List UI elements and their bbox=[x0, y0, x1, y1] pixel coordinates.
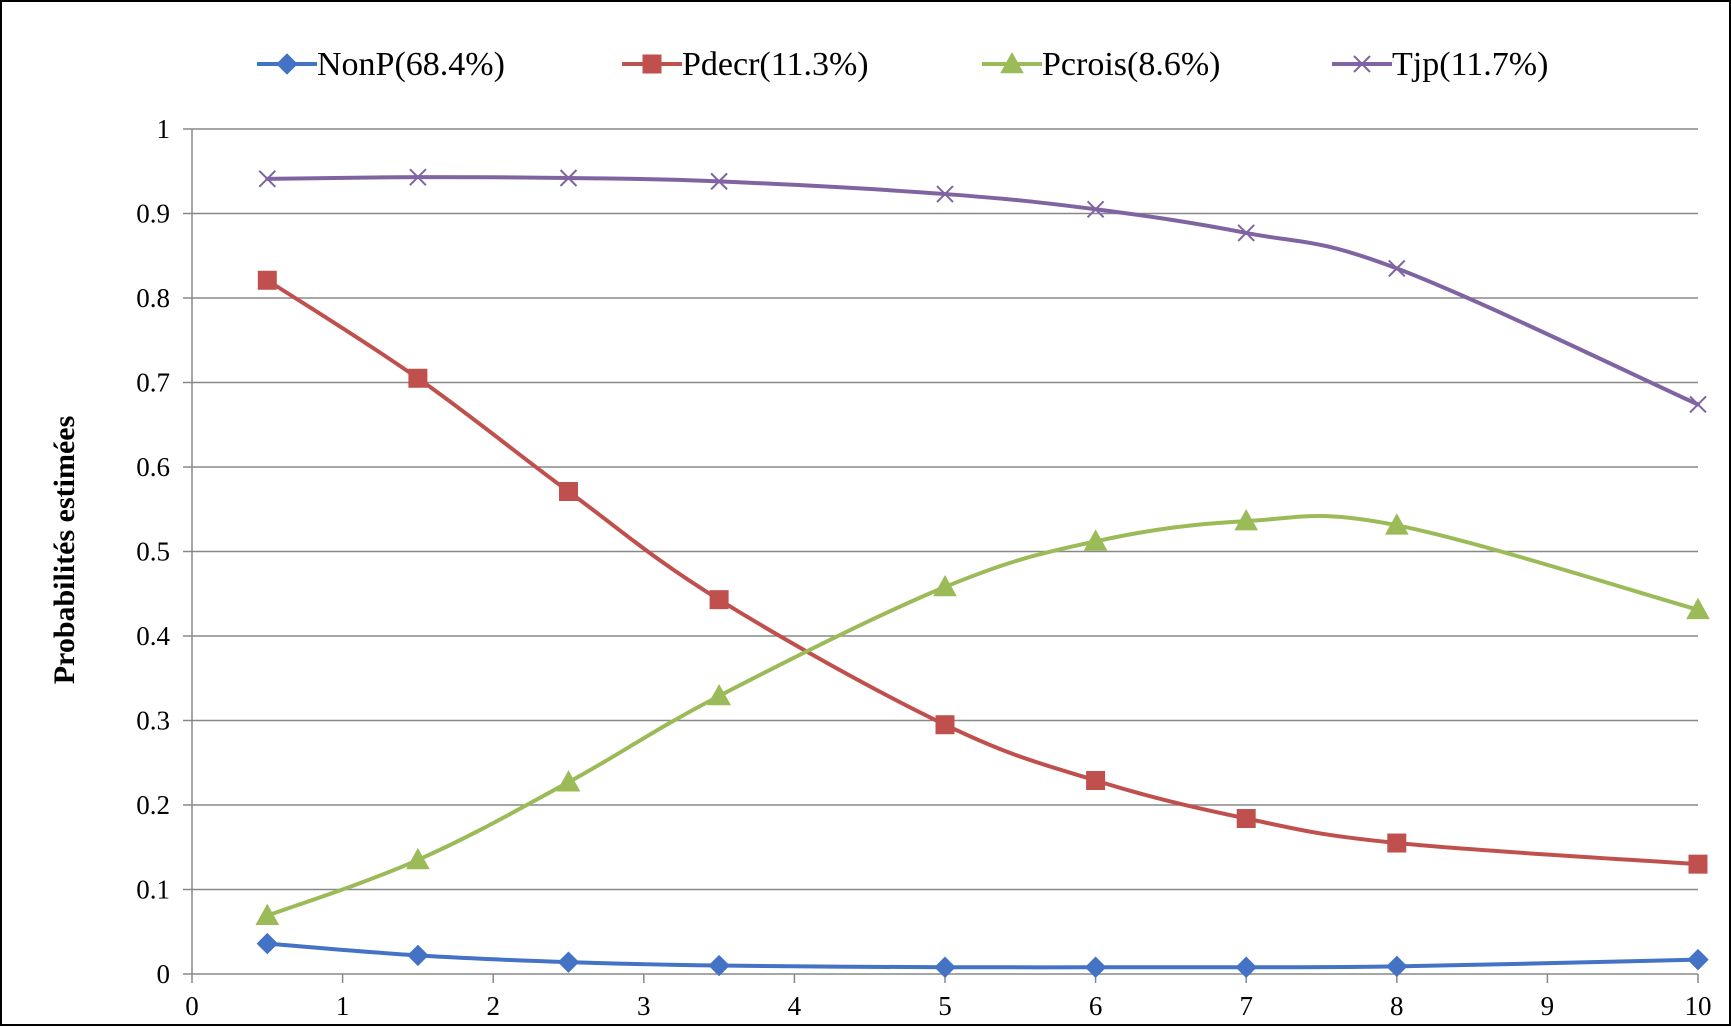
y-tick-label: 0.6 bbox=[136, 452, 170, 482]
data-point bbox=[1083, 529, 1108, 551]
y-tick-label: 0.3 bbox=[136, 706, 170, 736]
y-tick-label: 0.2 bbox=[136, 790, 170, 820]
legend-label: NonP(68.4%) bbox=[317, 46, 505, 83]
data-point bbox=[1688, 854, 1708, 874]
data-point bbox=[407, 944, 429, 967]
series-line bbox=[265, 941, 1700, 970]
data-point bbox=[1237, 224, 1255, 242]
series-0 bbox=[256, 932, 1709, 978]
legend-item-3: Tjp(11.7%) bbox=[1332, 46, 1548, 83]
legend-item-2: Pcrois(8.6%) bbox=[982, 46, 1220, 83]
series-1 bbox=[257, 270, 1708, 874]
data-point bbox=[1084, 956, 1107, 978]
data-point bbox=[408, 368, 428, 388]
grid-lines bbox=[192, 128, 1698, 891]
x-tick-label: 4 bbox=[788, 991, 802, 1021]
data-point bbox=[935, 715, 955, 735]
data-point bbox=[559, 482, 578, 502]
legend-item-1: Pdecr(11.3%) bbox=[622, 46, 869, 83]
y-tick-label: 0.8 bbox=[136, 283, 170, 313]
data-point bbox=[1686, 597, 1710, 620]
legend-item-0: NonP(68.4%) bbox=[257, 46, 505, 83]
x-tick-label: 9 bbox=[1541, 991, 1555, 1021]
x-tick-label: 5 bbox=[938, 991, 952, 1021]
series-2 bbox=[255, 509, 1710, 925]
data-point bbox=[1689, 395, 1707, 414]
data-point bbox=[933, 574, 957, 597]
series-3 bbox=[258, 168, 1707, 414]
legend-label: Pcrois(8.6%) bbox=[1042, 46, 1220, 83]
data-point bbox=[256, 932, 279, 955]
y-tick-label: 0.1 bbox=[136, 875, 170, 905]
x-axis-ticks: 0 1 2 3 4 5 6 7 8 9 10 bbox=[185, 974, 1712, 1021]
data-point bbox=[1386, 955, 1408, 978]
data-point bbox=[709, 590, 729, 610]
legend-label: Pdecr(11.3%) bbox=[682, 46, 869, 83]
data-point bbox=[710, 172, 728, 191]
x-tick-label: 0 bbox=[185, 991, 199, 1021]
y-tick-label: 0 bbox=[157, 959, 171, 989]
x-tick-label: 8 bbox=[1390, 991, 1404, 1021]
data-point bbox=[708, 954, 730, 977]
x-tick-label: 7 bbox=[1239, 991, 1253, 1021]
data-point bbox=[255, 903, 280, 925]
y-tick-label: 0.4 bbox=[136, 621, 170, 651]
data-point bbox=[1236, 809, 1256, 829]
data-point bbox=[1234, 509, 1259, 531]
data-point bbox=[257, 270, 277, 290]
series-line bbox=[265, 514, 1700, 918]
data-point bbox=[1387, 833, 1407, 853]
data-point bbox=[1086, 200, 1105, 218]
legend-marker bbox=[642, 54, 662, 74]
legend: NonP(68.4%) Pdecr(11.3%) Pcrois(8.6%) Tjp(1… bbox=[257, 46, 1548, 83]
data-point bbox=[934, 956, 956, 978]
data-point bbox=[556, 770, 581, 792]
x-tick-label: 6 bbox=[1089, 991, 1103, 1021]
y-axis-ticks: 0 0.1 0.2 0.3 0.4 0.5 0.6 0.7 0.8 0.9 1 bbox=[136, 114, 192, 989]
data-point bbox=[707, 683, 731, 706]
data-point bbox=[557, 951, 580, 973]
x-tick-label: 1 bbox=[336, 991, 350, 1021]
legend-marker bbox=[1353, 55, 1371, 73]
y-axis-title: Probabilités estimées bbox=[48, 416, 81, 685]
data-point bbox=[936, 185, 954, 203]
y-tick-label: 1 bbox=[157, 114, 171, 144]
legend-label: Tjp(11.7%) bbox=[1392, 46, 1548, 83]
data-point bbox=[406, 847, 430, 870]
x-tick-label: 10 bbox=[1685, 991, 1712, 1021]
data-point bbox=[1235, 956, 1257, 978]
data-point bbox=[258, 170, 277, 188]
y-tick-label: 0.5 bbox=[136, 537, 170, 567]
legend-marker bbox=[1000, 51, 1024, 74]
data-point bbox=[1388, 259, 1406, 278]
legend-marker bbox=[276, 53, 298, 75]
data-point bbox=[559, 169, 578, 187]
series-line bbox=[265, 175, 1700, 407]
series-layer bbox=[255, 168, 1710, 978]
x-tick-label: 2 bbox=[486, 991, 500, 1021]
y-tick-label: 0.9 bbox=[136, 199, 170, 229]
data-point bbox=[1687, 948, 1709, 971]
data-point bbox=[1086, 770, 1106, 790]
data-point bbox=[1384, 513, 1409, 535]
x-tick-label: 3 bbox=[637, 991, 651, 1021]
y-tick-label: 0.7 bbox=[136, 368, 170, 398]
data-point bbox=[409, 168, 427, 186]
